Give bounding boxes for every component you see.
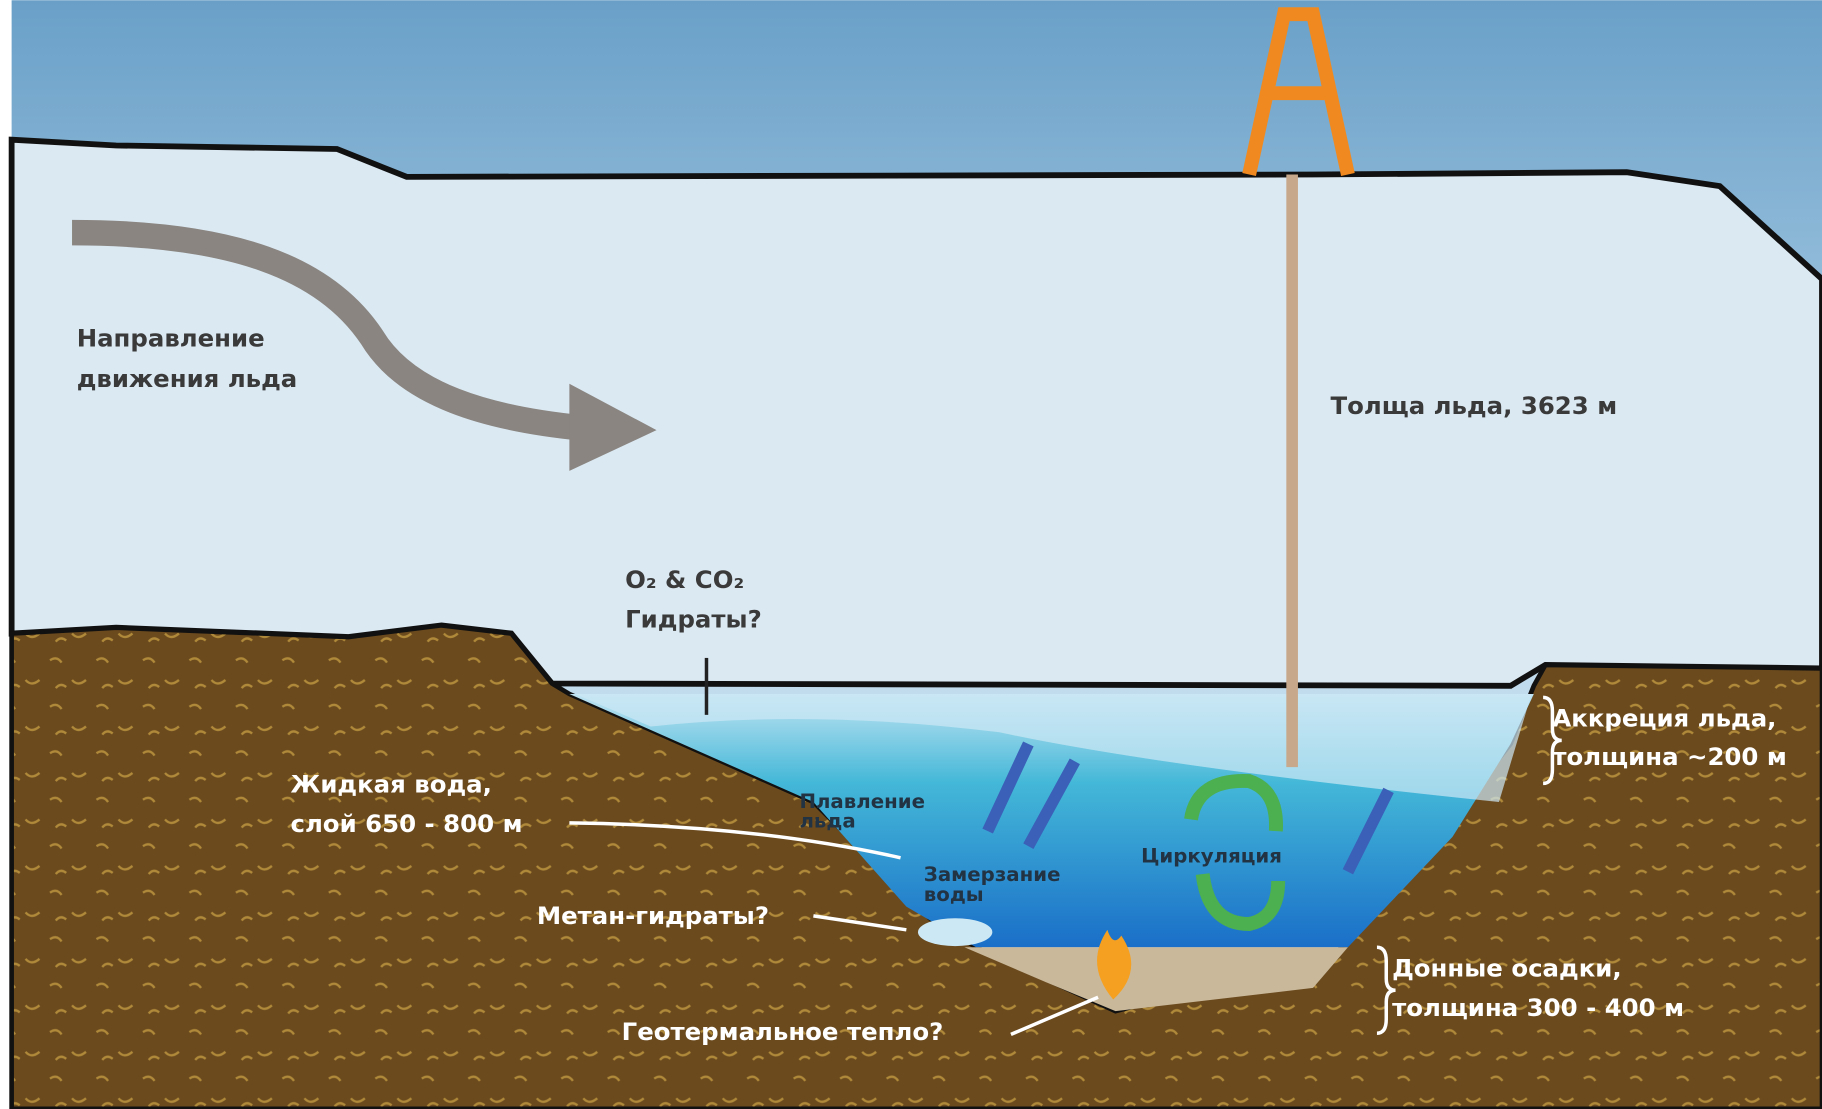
label: толщина 300 - 400 м xyxy=(1392,993,1684,1022)
flame xyxy=(1097,929,1132,1000)
label: Донные осадки, xyxy=(1392,953,1622,982)
label: слой 650 - 800 м xyxy=(290,809,522,838)
drill-rig xyxy=(1242,7,1355,177)
circulation-arrows xyxy=(1184,774,1286,931)
accretion-brace xyxy=(1542,695,1562,786)
sediments xyxy=(964,947,1348,1012)
label: Толща льда, 3623 м xyxy=(1330,391,1617,420)
label: Замерзание xyxy=(924,863,1061,886)
label: Гидраты? xyxy=(625,605,762,634)
label: воды xyxy=(924,883,984,906)
methane-hydrate xyxy=(917,918,993,947)
label: Жидкая вода, xyxy=(290,770,491,799)
label: Плавление xyxy=(799,790,925,813)
ice-flow-arrow xyxy=(72,219,583,441)
upward-arrows xyxy=(982,741,1394,875)
ice-flow-arrowhead xyxy=(569,383,657,471)
label: движения льда xyxy=(77,364,298,393)
label: Геотермальное тепло? xyxy=(622,1017,944,1046)
label: Направление xyxy=(77,324,265,353)
label: Аккреция льда, xyxy=(1552,703,1776,732)
pointer-arrows xyxy=(569,821,1099,1037)
label: Метан-гидраты? xyxy=(537,901,769,930)
label: Циркуляция xyxy=(1141,844,1282,867)
label: толщина ~200 м xyxy=(1552,742,1786,771)
label: льда xyxy=(799,810,855,833)
label: O₂ & CO₂ xyxy=(625,565,744,594)
sediment-brace xyxy=(1376,945,1396,1035)
